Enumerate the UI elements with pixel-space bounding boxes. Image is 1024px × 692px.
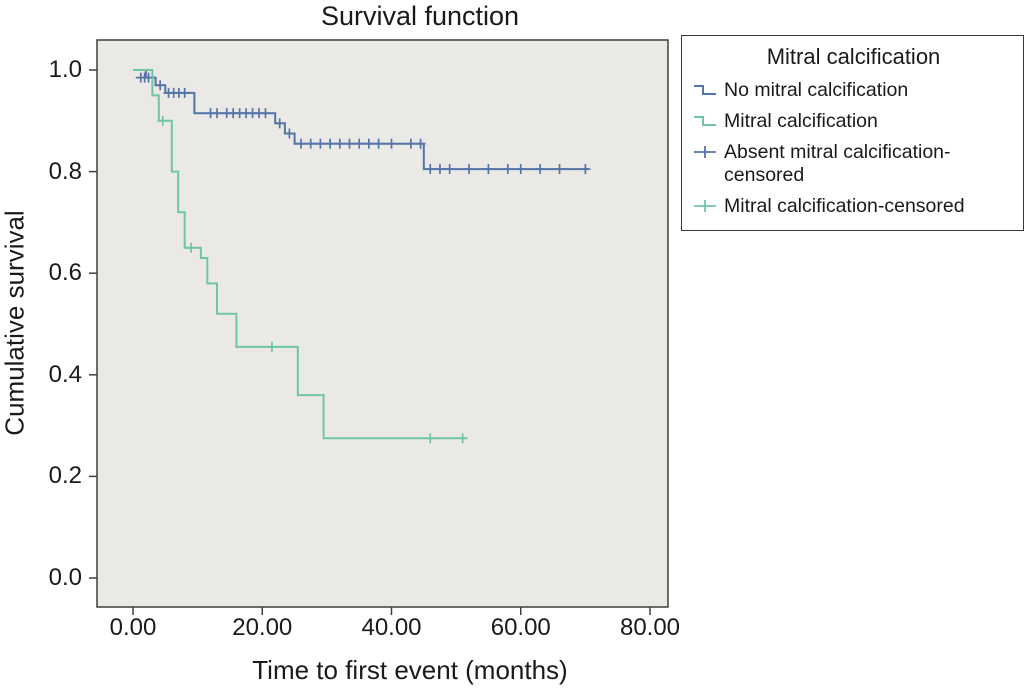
legend-item-label: Mitral calcification-censored (724, 195, 965, 217)
survival-curve-mitral-calcification (133, 69, 466, 440)
legend-item: Mitral calcification (692, 110, 1015, 133)
legend-item-label: Absent mitral calcification-censored (724, 141, 951, 186)
x-axis-label: Time to first event (months) (252, 655, 568, 685)
censor-plus-icon (694, 200, 716, 212)
chart-title: Survival function (320, 1, 520, 31)
legend-item-label: Mitral calcification (724, 110, 878, 132)
y-tick-label: 1.0 (48, 56, 82, 83)
legend: Mitral calcification No mitral calcifica… (681, 35, 1024, 231)
y-tick-label: 0.4 (48, 360, 82, 388)
y-tick-label: 0.0 (48, 564, 82, 591)
step-line-icon (694, 85, 716, 95)
x-tick-label: 60.00 (490, 614, 551, 641)
legend-item-list: No mitral calcification Mitral calcificat… (692, 79, 1015, 218)
x-tick-label: 20.00 (232, 614, 293, 641)
y-tick-label: 0.8 (48, 157, 82, 185)
legend-item: Absent mitral calcification-censored (692, 141, 1015, 187)
x-tick-label: 40.00 (361, 614, 422, 641)
legend-item-label: No mitral calcification (724, 79, 909, 101)
y-tick-label: 0.2 (48, 462, 82, 490)
step-line-icon (694, 116, 716, 126)
y-axis-label: Cumulative survival (0, 210, 30, 436)
legend-item: Mitral calcification-censored (692, 195, 1015, 218)
y-tick-label: 0.6 (48, 259, 82, 287)
censor-plus-icon (694, 146, 716, 158)
legend-item: No mitral calcification (692, 79, 1015, 102)
plot-background (96, 39, 669, 608)
x-tick-label: 0.00 (109, 614, 157, 641)
x-tick-label: 80.00 (619, 614, 681, 641)
legend-title: Mitral calcification (766, 44, 941, 69)
